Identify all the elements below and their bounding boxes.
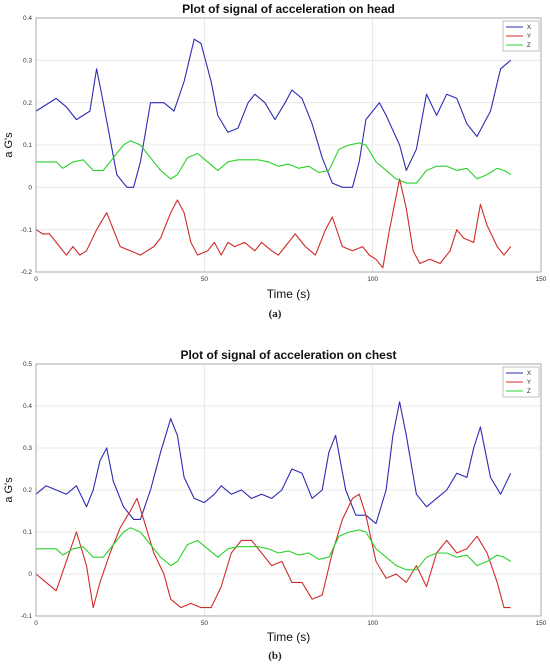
- figure-caption-b: (b): [268, 650, 282, 662]
- legend: XYZ: [502, 20, 540, 52]
- legend-label-y: Y: [527, 380, 531, 386]
- series-line-x: [35, 401, 512, 525]
- legend: XYZ: [502, 366, 540, 398]
- y-tick-label: 0.3: [23, 58, 32, 65]
- y-tick-label: 0.4: [23, 403, 32, 410]
- series-line-z: [36, 527, 511, 571]
- y-axis-label: a G's: [3, 132, 15, 158]
- x-axis-label: Time (s): [267, 287, 311, 301]
- chart-title: Plot of signal of acceleration on chest: [180, 348, 396, 362]
- legend-label-z: Z: [527, 43, 531, 49]
- y-axis-label: a G's: [3, 477, 15, 503]
- chart-title: Plot of signal of acceleration on head: [182, 2, 395, 16]
- chart-chest: Plot of signal of acceleration on chest 0…: [3, 348, 547, 644]
- x-tick-label: 0: [34, 276, 38, 283]
- figure-caption-a: (a): [268, 308, 282, 320]
- x-tick-label: 50: [201, 620, 209, 627]
- y-tick-label: -0.1: [21, 613, 33, 620]
- x-tick-label: 100: [367, 276, 378, 283]
- figure-chest: Plot of signal of acceleration on chest 0…: [0, 345, 550, 669]
- y-tick-label: 0.1: [23, 529, 32, 536]
- legend-label-y: Y: [527, 34, 531, 40]
- x-axis-label: Time (s): [267, 630, 311, 644]
- y-tick-label: 0: [28, 185, 32, 192]
- y-tick-label: 0.3: [23, 445, 32, 452]
- x-tick-label: 150: [536, 276, 547, 283]
- figure-head: Plot of signal of acceleration on head 0 5…: [0, 0, 550, 330]
- legend-label-x: X: [527, 25, 531, 31]
- plot-frame: [35, 17, 542, 273]
- series-line-y: [35, 178, 512, 269]
- series-line-x: [35, 38, 512, 188]
- y-tick-label: 0.2: [23, 100, 32, 107]
- legend-label-z: Z: [527, 389, 531, 395]
- chart-head: Plot of signal of acceleration on head 0 5…: [3, 2, 547, 301]
- y-tick-label: 0.4: [23, 15, 32, 22]
- y-tick-label: 0.1: [23, 142, 32, 149]
- legend-label-x: X: [527, 371, 531, 377]
- plot-frame: [35, 363, 542, 617]
- y-tick-label: -0.1: [21, 227, 33, 234]
- x-tick-label: 0: [34, 620, 38, 627]
- x-tick-label: 150: [536, 620, 547, 627]
- x-tick-label: 50: [201, 276, 209, 283]
- series-line-z: [36, 140, 511, 184]
- y-tick-label: 0: [28, 571, 32, 578]
- x-tick-label: 100: [367, 620, 378, 627]
- y-tick-label: 0.5: [23, 361, 32, 368]
- y-tick-label: 0.2: [23, 487, 32, 494]
- y-tick-label: -0.2: [21, 269, 33, 276]
